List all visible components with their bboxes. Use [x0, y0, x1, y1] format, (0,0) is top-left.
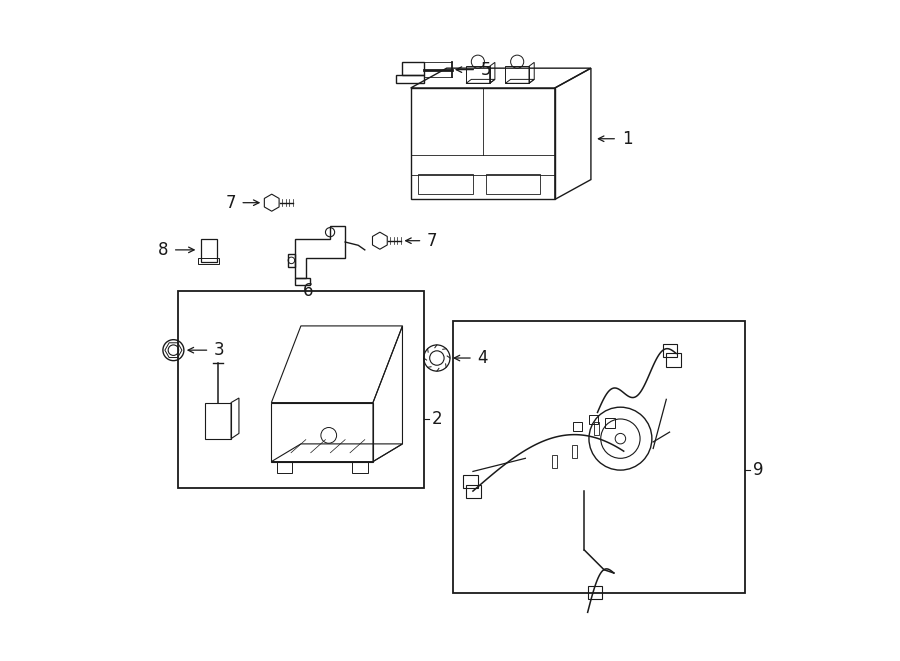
Bar: [178, 292, 424, 488]
Bar: [198, 258, 220, 264]
Text: 1: 1: [622, 130, 633, 148]
Text: 2: 2: [432, 410, 442, 428]
Bar: [593, 422, 598, 436]
Bar: [572, 446, 577, 458]
Bar: [553, 455, 557, 468]
Bar: [466, 485, 481, 498]
Bar: [201, 239, 217, 262]
Bar: [666, 354, 680, 367]
Bar: [464, 475, 478, 488]
Text: 4: 4: [478, 349, 488, 367]
Bar: [588, 586, 602, 600]
Bar: [486, 174, 541, 194]
Bar: [454, 321, 745, 593]
Text: 7: 7: [428, 232, 437, 250]
Bar: [589, 415, 598, 424]
Text: 8: 8: [158, 241, 168, 259]
Bar: [663, 344, 678, 357]
Text: 6: 6: [302, 282, 313, 300]
Bar: [606, 418, 615, 428]
Text: 9: 9: [752, 461, 763, 479]
Bar: [572, 422, 581, 431]
Text: 5: 5: [481, 61, 491, 79]
Text: 3: 3: [214, 341, 225, 359]
Text: 7: 7: [225, 194, 236, 212]
Bar: [418, 174, 472, 194]
